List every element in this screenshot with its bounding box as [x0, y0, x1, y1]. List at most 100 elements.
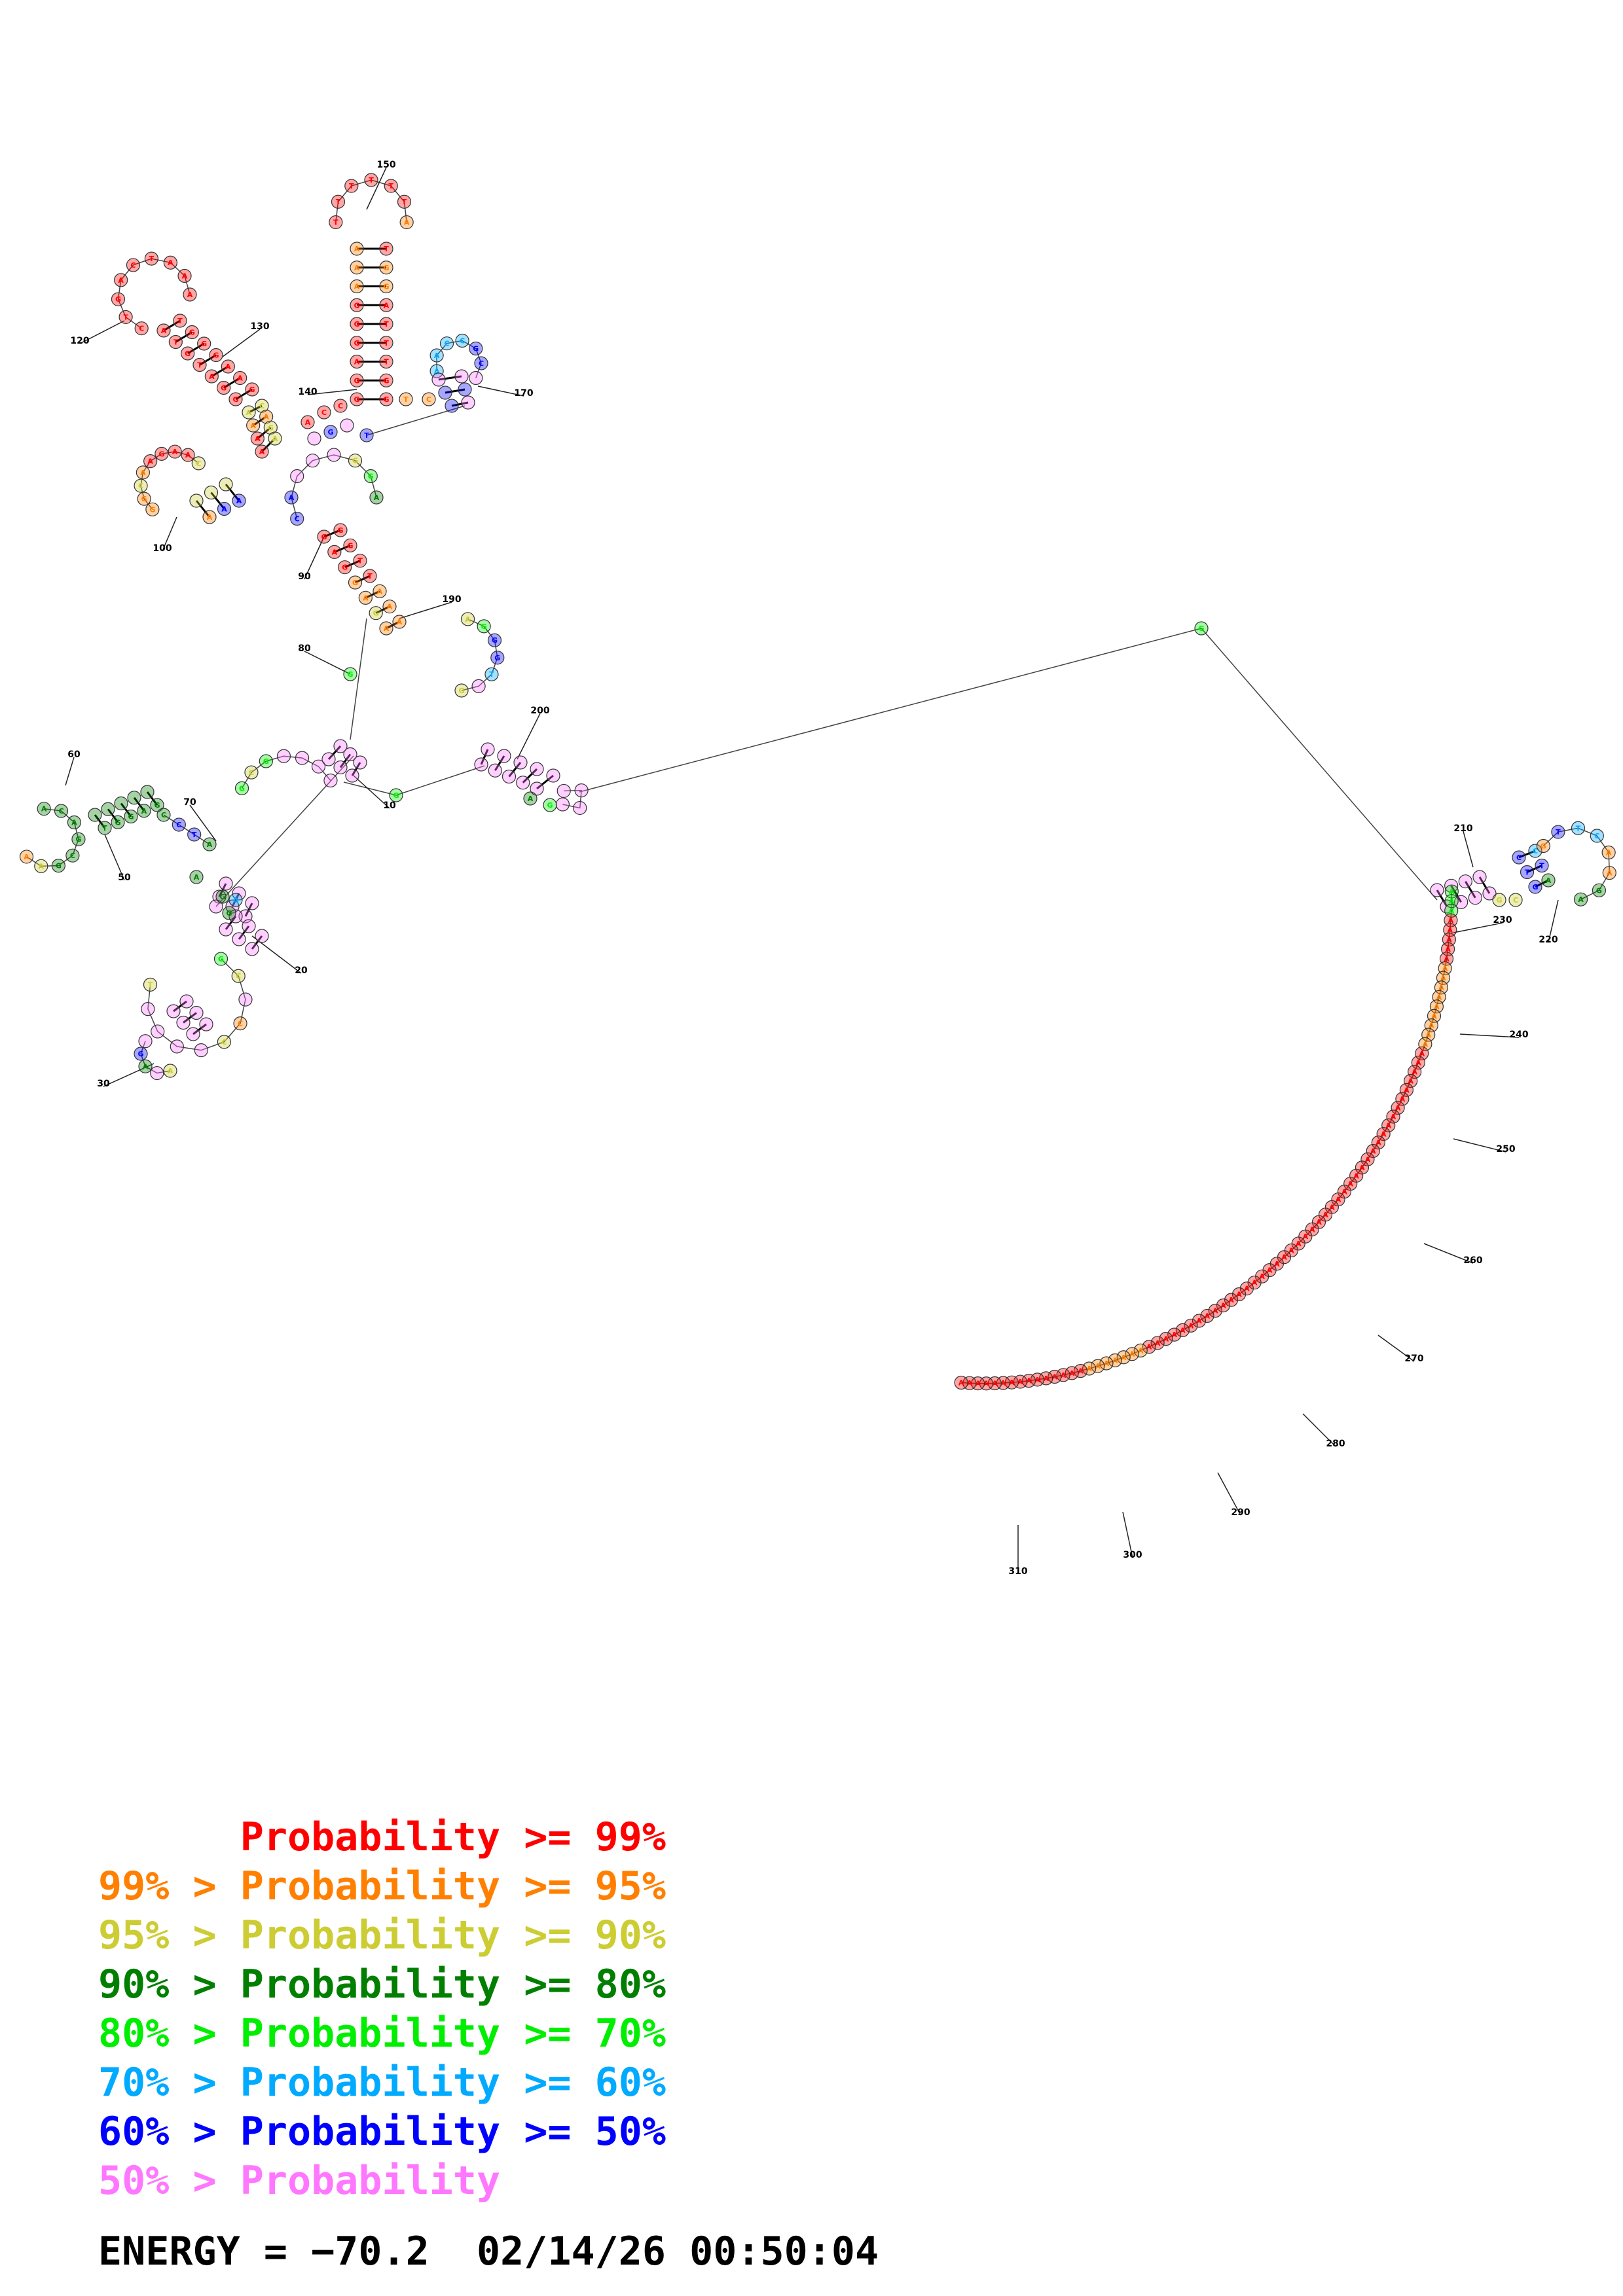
- backbone-segment: [579, 628, 1438, 901]
- svg-text:G: G: [383, 283, 389, 291]
- svg-text:A: A: [1303, 1232, 1309, 1241]
- svg-text:G: G: [368, 473, 374, 481]
- svg-text:G: G: [347, 541, 353, 550]
- nucleotide: [469, 370, 483, 386]
- nucleotide: T: [173, 314, 187, 328]
- svg-text:A: A: [1438, 984, 1444, 992]
- nucleotide: A: [1360, 1152, 1375, 1166]
- index-label: 90: [298, 571, 311, 582]
- nucleotide: A: [204, 369, 219, 384]
- nucleotide: G: [222, 906, 236, 920]
- backbone-segment: [140, 451, 199, 510]
- svg-text:A: A: [1442, 964, 1448, 973]
- nucleotide: G: [217, 380, 231, 395]
- svg-text:C: C: [176, 821, 181, 829]
- svg-text:A: A: [1316, 1218, 1322, 1227]
- base-pair: [354, 575, 371, 584]
- nucleotide: [516, 776, 530, 790]
- svg-text:G: G: [268, 423, 274, 432]
- index-label: 170: [514, 388, 533, 399]
- svg-text:A: A: [1578, 895, 1584, 904]
- legend-item: 99% > Probability >= 95%: [98, 1863, 666, 1909]
- svg-text:A: A: [434, 351, 440, 360]
- svg-text:G: G: [1532, 883, 1538, 891]
- backbone-segment: [1542, 827, 1611, 900]
- index-tick: [1453, 1138, 1506, 1153]
- backbone-lines: [26, 179, 1611, 1384]
- svg-text:C: C: [238, 1020, 243, 1028]
- nucleotide: A: [242, 405, 256, 420]
- svg-text:G: G: [185, 350, 191, 358]
- svg-text:G: G: [354, 301, 359, 310]
- svg-text:G: G: [327, 428, 333, 437]
- probability-legend: Probability >= 99% 99% > Probability >= 9…: [98, 1813, 666, 2206]
- nucleotide: G: [350, 392, 364, 406]
- svg-text:T: T: [357, 557, 363, 565]
- base-pair: [327, 745, 342, 761]
- svg-text:A: A: [1180, 1326, 1186, 1335]
- nucleotide: [311, 759, 326, 774]
- svg-text:T: T: [384, 339, 389, 348]
- energy-value: ENERGY = −70.2: [98, 2229, 429, 2274]
- nucleotide: [474, 757, 488, 772]
- legend-item: 60% > Probability >= 50%: [98, 2109, 666, 2155]
- svg-text:C: C: [338, 402, 343, 410]
- nucleotide: G: [124, 809, 138, 824]
- index-label: 200: [530, 706, 549, 716]
- svg-text:A: A: [374, 493, 380, 502]
- index-tick: [104, 834, 125, 881]
- index-label: 130: [250, 321, 269, 332]
- svg-text:A: A: [1244, 1285, 1250, 1293]
- nucleotide: A: [523, 791, 538, 806]
- nucleotide: G: [51, 859, 65, 873]
- svg-text:A: A: [967, 1379, 973, 1388]
- svg-text:A: A: [958, 1378, 964, 1387]
- index-tick: [162, 516, 177, 552]
- base-pair: [248, 404, 263, 414]
- nucleotide: A: [1056, 1368, 1070, 1382]
- nucleotide: A: [379, 298, 393, 312]
- nucleotide: [546, 768, 560, 783]
- svg-text:A: A: [1429, 1022, 1434, 1030]
- nucleotide: G: [150, 798, 164, 812]
- svg-text:A: A: [1121, 1354, 1127, 1362]
- svg-text:A: A: [1017, 1378, 1023, 1386]
- nucleotide: A: [168, 444, 182, 459]
- nucleotide: G: [379, 279, 393, 294]
- nucleotide: A: [1091, 1359, 1105, 1373]
- nucleotide: [194, 1043, 208, 1058]
- nucleotide: G: [209, 348, 223, 363]
- nucleotide: A: [399, 215, 414, 230]
- index-tick: [366, 167, 387, 210]
- nucleotide: C: [1590, 829, 1604, 843]
- nucleotide: G: [1536, 838, 1550, 853]
- svg-text:G: G: [56, 862, 62, 870]
- svg-text:C: C: [70, 852, 75, 860]
- svg-text:A: A: [1000, 1379, 1006, 1388]
- nucleotide: C: [244, 765, 259, 780]
- nucleotide: A: [181, 448, 195, 462]
- svg-text:T: T: [102, 824, 107, 833]
- nucleotide: [497, 749, 511, 763]
- nucleotide: A: [1116, 1350, 1131, 1365]
- nucleotide: G: [487, 633, 502, 647]
- nucleotide: A: [327, 545, 342, 559]
- svg-text:T: T: [384, 320, 389, 329]
- nucleotide: A: [202, 837, 217, 852]
- energy-footer: ENERGY = −70.2 02/14/26 00:50:04: [98, 2229, 879, 2274]
- nucleotide: [290, 469, 304, 484]
- legend-item: 50% > Probability: [98, 2158, 501, 2204]
- nucleotide: A: [1133, 1343, 1148, 1357]
- nucleotide: A: [1108, 1353, 1122, 1368]
- svg-text:A: A: [1434, 1003, 1440, 1011]
- nucleotide: [1440, 899, 1454, 914]
- svg-text:G: G: [201, 340, 207, 348]
- svg-text:A: A: [1347, 1180, 1353, 1189]
- nucleotide: A: [34, 859, 48, 873]
- svg-text:A: A: [1236, 1291, 1242, 1299]
- nucleotide: T: [484, 667, 499, 681]
- nucleotide: [530, 762, 544, 776]
- svg-text:A: A: [1440, 974, 1446, 982]
- svg-text:A: A: [272, 435, 278, 443]
- svg-text:A: A: [363, 594, 369, 602]
